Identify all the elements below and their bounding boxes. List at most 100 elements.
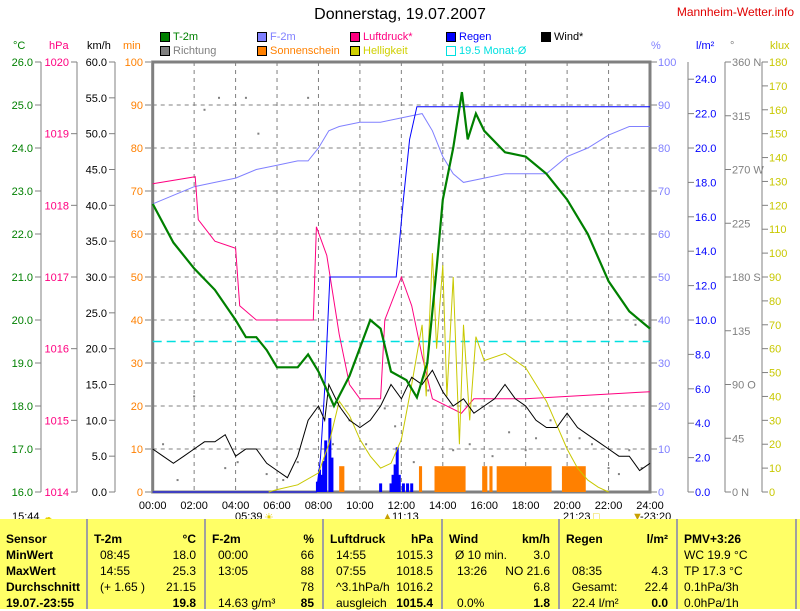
table-row: Sensor <box>0 531 86 547</box>
cell-label: Regen <box>566 532 603 546</box>
direction-point <box>628 449 631 452</box>
cell-value: l/m² <box>646 532 668 546</box>
axis-tick-label: 90 <box>769 272 781 284</box>
table-row: Durchschnitt <box>0 579 86 595</box>
axis-tick-label: 270 W <box>732 165 764 177</box>
axis-tick-label: 1020 <box>45 57 69 69</box>
cell-label: 13:26 <box>457 564 488 578</box>
cell-label: 08:35 <box>572 564 603 578</box>
table-column: Regen l/m² 08:35 4.3 Gesamt: 22.4 22.4 l/m² 0.0 <box>560 519 678 610</box>
direction-point <box>224 467 227 470</box>
axis-tick-label: 23.0 <box>12 186 33 198</box>
cell-value: 0.0 <box>651 596 668 610</box>
cell-label: 0.0% <box>457 596 485 610</box>
cloud-icon: ☁ <box>42 512 53 524</box>
table-column: F-2m% 00:00 66 13:05 88 78 14.63 g/m³ 85 <box>206 519 324 610</box>
axis-tick-label: 50 <box>769 368 781 380</box>
axis-tick-label: 60 <box>658 229 670 241</box>
cell-label: T-2m <box>94 532 123 546</box>
axis-tick-label: 22.0 <box>12 229 33 241</box>
axis-tick-label: 0 <box>137 487 143 499</box>
legend-label: 19.5 Monat-Ø <box>459 45 527 57</box>
direction-point <box>617 473 620 476</box>
axis-tick-label: 360 N <box>732 57 761 69</box>
axis-tick-label: 2.0 <box>695 453 710 465</box>
legend-swatch <box>350 46 360 56</box>
table-row: 6.8 <box>443 579 558 595</box>
rain-bar <box>410 483 414 492</box>
x-tick-label: 10:00 <box>346 500 374 512</box>
axis-tick-label: 10 <box>658 444 670 456</box>
rain-bar <box>330 457 334 492</box>
sunshine-bar <box>482 466 488 492</box>
table-column: Wind km/h Ø 10 min. 3.0 13:26 NO 21.6 6.8 0.0% 1… <box>443 519 560 611</box>
rain-bar <box>320 474 324 492</box>
axis-tick-label: 26.0 <box>12 57 33 69</box>
direction-point <box>296 461 299 464</box>
table-row: 0.0% 1.8 <box>443 595 558 611</box>
legend-label: Helligkeit <box>363 45 408 57</box>
series-wind <box>152 369 651 479</box>
table-column: T-2m °C 08:45 18.0 14:55 25.3 (+ 1.65 ) 21.15 19… <box>88 519 206 610</box>
direction-point <box>331 443 334 446</box>
direction-point <box>236 461 239 464</box>
x-tick-label: 04:00 <box>221 500 250 512</box>
table-row: F-2m% <box>206 531 322 547</box>
direction-point <box>265 473 268 476</box>
cell-label: TP 17.3 °C <box>684 564 743 578</box>
table-row: Luftdruck hPa <box>324 531 441 547</box>
cell-label: Wind <box>449 532 479 546</box>
table-row: Ø 10 min. 3.0 <box>443 547 558 563</box>
sunshine-bar <box>339 466 345 492</box>
site-link[interactable]: Mannheim-Wetter.info <box>676 5 794 19</box>
legend-item: Helligkeit <box>350 45 408 57</box>
axis-tick-label: 150 <box>769 129 787 141</box>
axis-tick-label: 60 <box>769 344 781 356</box>
axis-tick-label: 110 <box>769 224 787 236</box>
axis-tick-label: 80 <box>658 143 670 155</box>
direction-point <box>282 479 285 482</box>
axis-tick-label: 20.0 <box>12 315 33 327</box>
axis-tick-label: 100 <box>658 57 676 69</box>
axis-tick-label: 60 <box>131 229 143 241</box>
axis-tick-label: 20 <box>658 401 670 413</box>
sun-icon: ☀ <box>264 512 274 524</box>
table-row: 13:05 88 <box>206 563 322 579</box>
cell-label: Sensor <box>6 532 47 546</box>
legend-item: Wind* <box>541 31 583 43</box>
direction-point <box>524 449 527 452</box>
cell-label: PMV+3:26 <box>684 532 742 546</box>
axis-tick-label: 180 S <box>732 272 761 284</box>
table-row: 78 <box>206 579 322 595</box>
axis-tick-label: 45 <box>732 433 744 445</box>
axis-tick-label: 17.0 <box>12 444 33 456</box>
cell-value: 78 <box>300 580 314 594</box>
table-row: MaxWert <box>0 563 86 579</box>
table-row: 14:55 1015.3 <box>324 547 441 563</box>
axis-tick-label: 70 <box>769 320 781 332</box>
cell-label: ausgleich <box>336 596 387 610</box>
axis-tick-label: 0 <box>658 487 664 499</box>
cell-label: MinWert <box>6 548 54 562</box>
cell-value: NO 21.6 <box>505 564 550 578</box>
axis-unit-min: min <box>123 40 141 52</box>
cell-label: (+ 1.65 ) <box>100 580 146 594</box>
axis-unit-hPa: hPa <box>49 40 69 52</box>
rain-bar <box>318 469 322 492</box>
axis-tick-label: 1016 <box>45 344 69 356</box>
x-tick-label: 18:00 <box>511 500 540 512</box>
direction-point <box>203 108 206 111</box>
axis-tick-label: 170 <box>769 81 787 93</box>
axis-tick-label: 35.0 <box>86 236 107 248</box>
axis-tick-label: 50 <box>658 272 670 284</box>
legend-label: F-2m <box>270 31 296 43</box>
rain-bar <box>395 447 399 492</box>
cell-label: Luftdruck <box>330 532 386 546</box>
axis-tick-label: 5.0 <box>92 451 107 463</box>
axis-tick-label: 135 <box>732 326 750 338</box>
rain-bar <box>393 464 397 492</box>
cell-value: 1016.2 <box>396 580 433 594</box>
direction-point <box>578 437 581 440</box>
legend-swatch <box>446 32 456 42</box>
legend-item: F-2m <box>257 31 296 43</box>
